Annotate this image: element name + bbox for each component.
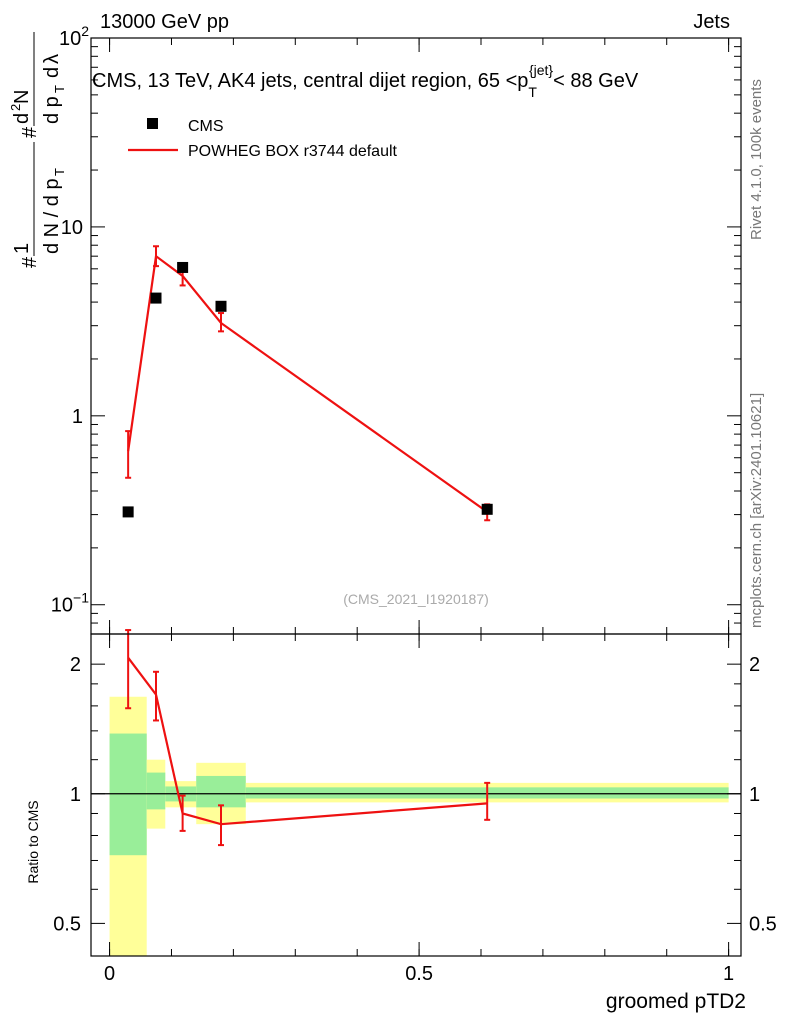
header-category: Jets xyxy=(693,11,730,33)
cms-data-point xyxy=(122,506,134,518)
cms-data-point xyxy=(150,292,162,304)
svg-text:1: 1 xyxy=(11,243,33,254)
ratio-y-axis-label: Ratio to CMS xyxy=(25,800,41,883)
ratio-y-tick-label-right: 0.5 xyxy=(749,913,777,935)
main-plot-title: CMS, 13 TeV, AK4 jets, central dijet reg… xyxy=(92,62,639,100)
svg-text:T: T xyxy=(52,168,67,176)
main-panel: 10−1 1 10 102 CMS POWHEG BOX r3744 default xyxy=(51,23,742,635)
legend-cms-label: CMS xyxy=(188,118,224,135)
svg-text:#: # xyxy=(19,256,41,268)
cms-data-point xyxy=(481,503,493,515)
cms-data-point xyxy=(215,300,227,312)
x-tick-label: 1 xyxy=(723,963,734,985)
svg-text:d p: d p xyxy=(41,96,63,124)
legend-mc-label: POWHEG BOX r3744 default xyxy=(188,143,398,160)
uncertainty-band-green xyxy=(146,772,166,810)
header-energy: 13000 GeV pp xyxy=(100,11,229,33)
uncertainty-band-green xyxy=(196,775,246,808)
main-y-tick-label: 10−1 xyxy=(51,590,89,617)
svg-text:d: d xyxy=(11,113,33,124)
svg-text:2: 2 xyxy=(8,104,23,111)
main-y-tick-label: 102 xyxy=(59,23,89,50)
ratio-y-tick-label-left: 0.5 xyxy=(53,913,81,935)
ratio-y-tick-label-left: 2 xyxy=(70,654,81,676)
ratio-frame xyxy=(90,633,742,957)
svg-text:T: T xyxy=(52,85,67,93)
cms-data-point xyxy=(177,261,189,273)
main-y-tick-label: 10 xyxy=(61,217,83,239)
svg-text:N: N xyxy=(11,90,33,104)
x-tick-label: 0.5 xyxy=(405,963,433,985)
svg-text:d N / d p: d N / d p xyxy=(41,178,63,254)
legend-cms-marker xyxy=(147,118,158,129)
ratio-y-tick-label-left: 1 xyxy=(70,784,81,806)
mcplots-label: mcplots.cern.ch [arXiv:2401.10621] xyxy=(748,393,765,628)
uncertainty-band-green xyxy=(109,733,147,856)
svg-text:d: d xyxy=(41,67,63,78)
rivet-version-label: Rivet 4.1.0, 100k events xyxy=(748,79,765,240)
x-tick-label: 0 xyxy=(104,963,115,985)
ratio-panel: 0.5 0.5 1 1 2 2 0 0.5 1 xyxy=(53,629,777,985)
ratio-y-tick-label-right: 1 xyxy=(749,784,760,806)
svg-text:λ: λ xyxy=(41,54,63,64)
x-axis-label: groomed pTD2 xyxy=(606,990,746,1013)
mc-line xyxy=(127,254,488,513)
main-y-tick-label: 1 xyxy=(72,406,83,428)
svg-text:#: # xyxy=(19,126,41,138)
watermark: (CMS_2021_I1920187) xyxy=(343,591,489,607)
ratio-y-tick-label-right: 2 xyxy=(749,654,760,676)
